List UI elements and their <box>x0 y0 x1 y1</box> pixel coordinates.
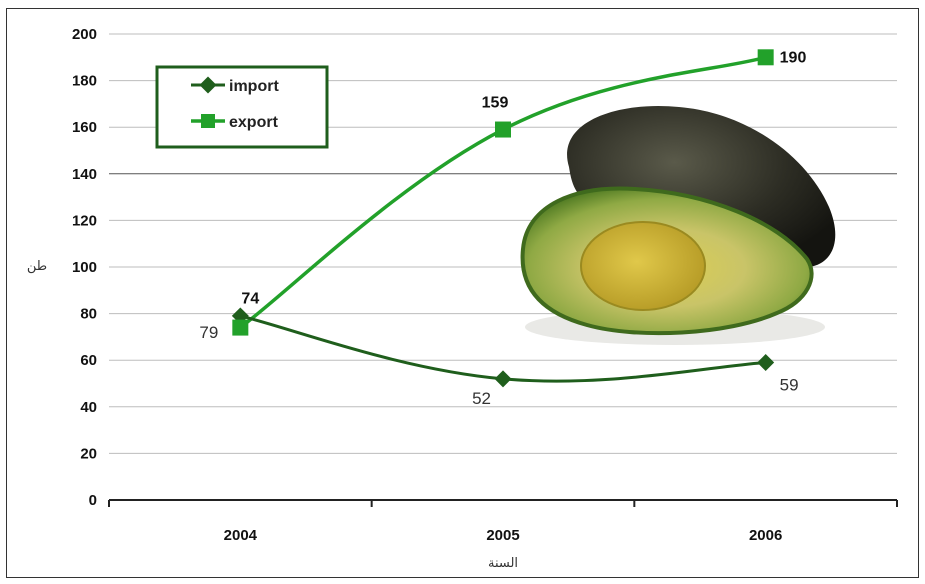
marker-export <box>495 121 511 138</box>
x-axis-ticks <box>108 500 898 507</box>
data-label-export: 159 <box>482 95 509 112</box>
chart-frame: 0 20 40 60 80 100 120 140 160 180 200 2004 2005 2006… <box>6 8 919 578</box>
marker-export <box>232 319 249 336</box>
y-tick-label: 120 <box>72 212 97 229</box>
y-tick-label: 200 <box>72 26 97 43</box>
marker-import <box>494 370 512 388</box>
y-axis-title: طن <box>27 258 47 274</box>
x-tick-label: 2005 <box>486 527 519 544</box>
y-tick-label: 180 <box>72 73 97 90</box>
avocado-photo <box>520 105 836 345</box>
data-label-export: 190 <box>780 49 807 66</box>
series-markers <box>231 49 775 388</box>
y-tick-label: 160 <box>72 119 97 136</box>
x-tick-labels: 2004 2005 2006 <box>224 527 783 544</box>
legend-marker-export-icon <box>201 114 215 128</box>
legend-label-export: export <box>229 114 279 131</box>
line-chart: 0 20 40 60 80 100 120 140 160 180 200 2004 2005 2006… <box>27 26 898 570</box>
y-tick-label: 60 <box>80 352 97 369</box>
y-tick-label: 20 <box>80 445 97 462</box>
legend-marker-import-icon <box>199 76 217 94</box>
data-label-export: 74 <box>241 291 259 308</box>
y-tick-label: 140 <box>72 166 97 183</box>
legend: import export <box>155 65 329 149</box>
data-label-import: 52 <box>472 389 491 408</box>
marker-import <box>757 354 775 372</box>
avocado-pit-icon <box>580 221 706 311</box>
y-tick-label: 0 <box>89 492 97 509</box>
x-tick-label: 2004 <box>224 527 258 544</box>
y-tick-label: 40 <box>80 399 97 416</box>
legend-box <box>155 65 329 149</box>
y-tick-label: 80 <box>80 306 97 323</box>
y-tick-label: 100 <box>72 259 97 276</box>
marker-export <box>757 49 774 66</box>
data-label-import: 79 <box>199 323 218 342</box>
x-axis-title: السنة <box>488 555 518 570</box>
x-tick-label: 2006 <box>749 527 782 544</box>
legend-label-import: import <box>229 78 279 95</box>
data-label-import: 59 <box>780 376 799 395</box>
data-labels: 79 52 59 74 159 190 <box>199 49 806 408</box>
y-tick-labels: 0 20 40 60 80 100 120 140 160 180 200 <box>72 26 97 509</box>
